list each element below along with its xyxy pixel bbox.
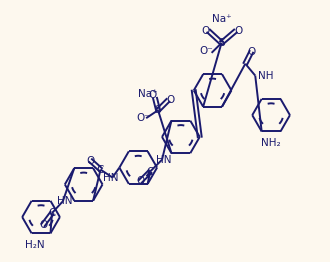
- Text: O: O: [202, 26, 210, 36]
- Text: O: O: [86, 156, 95, 166]
- Text: HN: HN: [57, 196, 73, 206]
- Text: O⁻: O⁻: [200, 46, 214, 56]
- Text: O: O: [167, 95, 175, 105]
- Text: S: S: [155, 105, 161, 115]
- Text: O: O: [148, 90, 156, 100]
- Text: NH: NH: [258, 70, 274, 81]
- Text: O⁻: O⁻: [136, 113, 150, 123]
- Text: Na⁺: Na⁺: [212, 14, 231, 24]
- Text: NH₂: NH₂: [261, 138, 281, 148]
- Text: O: O: [39, 220, 47, 230]
- Text: O: O: [234, 26, 243, 36]
- Text: H₂N: H₂N: [25, 240, 45, 250]
- Text: C: C: [48, 208, 56, 218]
- Text: S: S: [218, 38, 225, 48]
- Text: HN: HN: [156, 155, 172, 165]
- Text: O: O: [136, 177, 144, 187]
- Text: O: O: [247, 47, 255, 57]
- Text: C: C: [97, 165, 104, 174]
- Text: Na⁺: Na⁺: [138, 89, 158, 99]
- Text: C: C: [147, 167, 154, 177]
- Text: HN: HN: [103, 172, 118, 183]
